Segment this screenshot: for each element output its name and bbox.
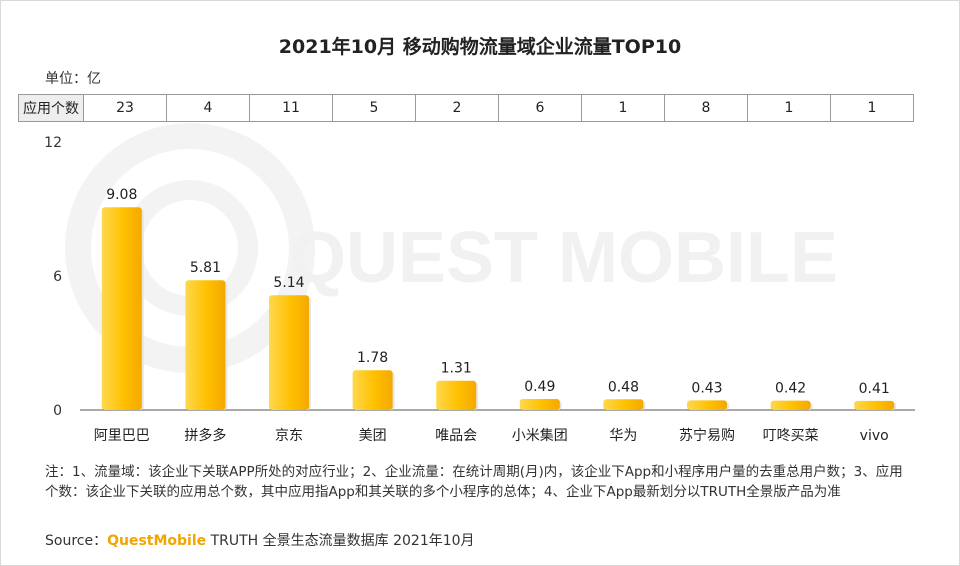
footnote: 注：1、流量域：该企业下关联APP所处的对应行业；2、企业流量：在统计周期(月)…: [45, 464, 903, 500]
bar: [854, 400, 895, 410]
app-count-cell: 23: [83, 94, 167, 122]
app-count-cell: 1: [747, 94, 831, 122]
bar-value-label: 0.49: [524, 379, 555, 395]
source-rest: TRUTH 全景生态流量数据库 2021年10月: [206, 533, 475, 549]
bar-value-label: 1.78: [357, 350, 388, 366]
app-count-cell: 1: [830, 94, 914, 122]
x-tick-label: vivo: [860, 428, 889, 444]
bar: [519, 399, 560, 410]
source-brand: QuestMobile: [107, 533, 207, 549]
bar-value-label: 9.08: [106, 187, 137, 203]
app-count-header: 应用个数: [18, 94, 84, 122]
bar: [603, 399, 644, 410]
x-tick-label: 拼多多: [184, 427, 226, 444]
source-line: Source：QuestMobile TRUTH 全景生态流量数据库 2021年…: [45, 530, 475, 550]
chart-title: 2021年10月 移动购物流量域企业流量TOP10: [278, 36, 682, 58]
unit-label: 单位：亿: [45, 71, 101, 87]
bar-value-label: 0.42: [775, 381, 806, 397]
app-count-cell: 5: [332, 94, 416, 122]
x-tick-label: 苏宁易购: [679, 427, 735, 444]
x-tick-label: 阿里巴巴: [94, 428, 150, 444]
bar: [436, 380, 477, 410]
bar: [770, 400, 811, 410]
source-label: Source：: [45, 533, 108, 549]
y-tick-label: 0: [53, 403, 62, 419]
bar: [352, 370, 393, 410]
watermark-text: QUEST MOBILE: [290, 218, 838, 298]
app-count-cell: 6: [498, 94, 582, 122]
x-tick-label: 小米集团: [512, 427, 568, 444]
bar-value-label: 0.43: [691, 380, 722, 396]
y-tick-label: 6: [53, 269, 62, 285]
x-tick-label: 唯品会: [435, 428, 477, 444]
app-count-cell: 11: [249, 94, 333, 122]
bar-value-label: 1.31: [441, 361, 472, 377]
app-count-cell: 2: [415, 94, 499, 122]
x-tick-label: 美团: [359, 428, 387, 444]
bar-value-label: 5.81: [190, 260, 221, 276]
bar: [687, 400, 727, 410]
bar: [269, 295, 309, 410]
x-tick-label: 华为: [609, 428, 637, 444]
app-count-cell: 8: [664, 94, 748, 122]
app-count-row: 应用个数 23 4 11 5 2 6 1 8 1 1: [18, 94, 914, 122]
bar: [101, 207, 142, 410]
x-tick-label: 京东: [275, 428, 303, 444]
bar-value-label: 5.14: [273, 275, 304, 291]
y-tick-label: 12: [44, 135, 62, 151]
x-tick-label: 叮咚买菜: [763, 428, 819, 444]
bar: [185, 280, 226, 410]
bar-value-label: 0.41: [859, 381, 890, 397]
bar-value-label: 0.48: [608, 379, 639, 395]
app-count-table: 应用个数 23 4 11 5 2 6 1 8 1 1: [18, 94, 914, 122]
